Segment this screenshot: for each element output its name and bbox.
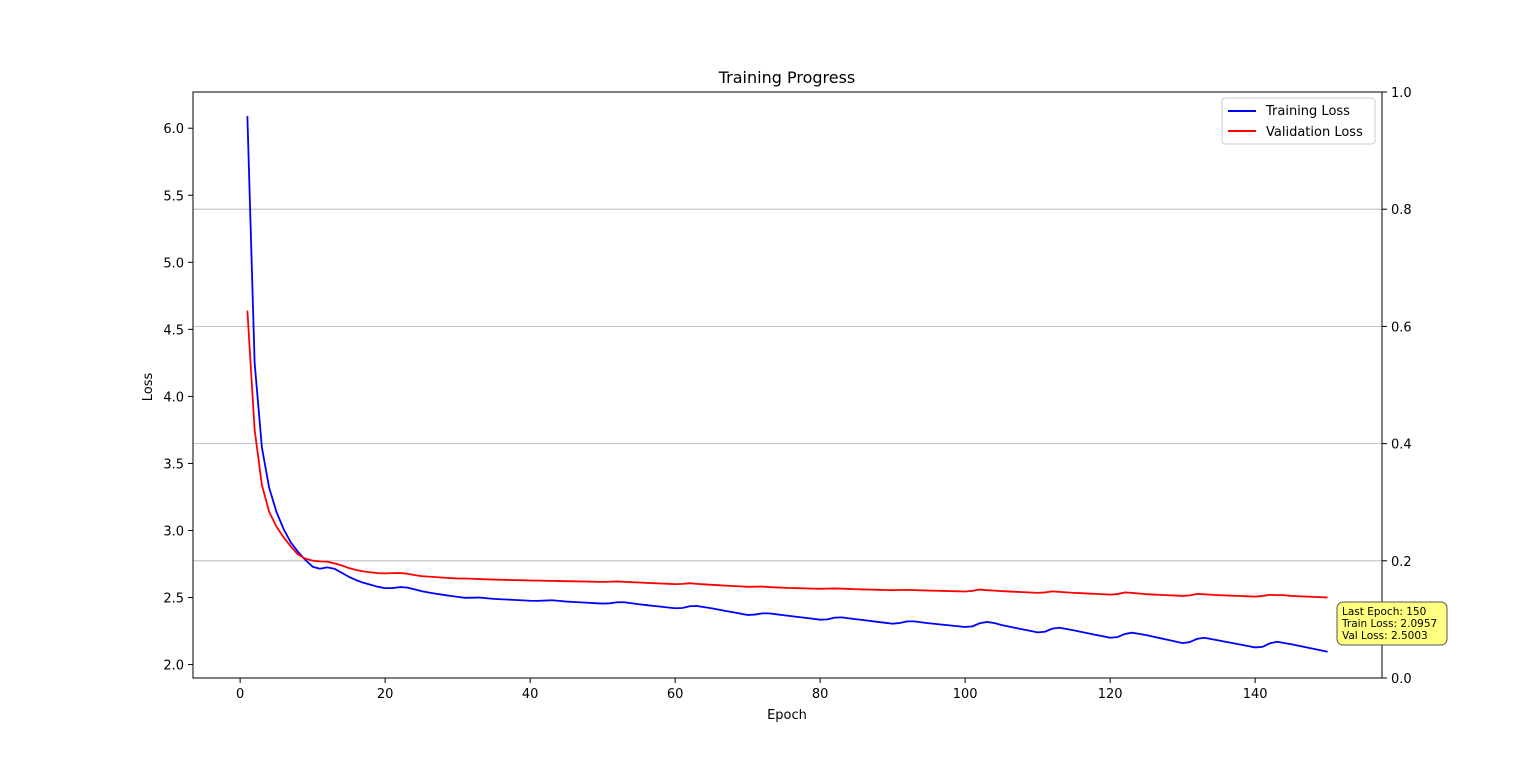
x-tick-label: 60 (667, 687, 684, 702)
y-tick-label: 5.0 (163, 256, 184, 271)
y-tick-label: 2.5 (163, 592, 184, 607)
y-tick-label: 6.0 (163, 122, 184, 137)
y2-tick-label: 0.2 (1391, 555, 1412, 570)
x-tick-label: 120 (1098, 687, 1123, 702)
x-tick-label: 100 (953, 687, 978, 702)
y-tick-label: 4.5 (163, 323, 184, 338)
annotation-box (1336, 601, 1448, 646)
plot-area-frame (192, 91, 1383, 679)
y2-tick-label: 0.6 (1391, 320, 1412, 335)
x-tick-label: 40 (522, 687, 539, 702)
right-axis-gridlines (193, 208, 1382, 562)
y-tick-label: 3.0 (163, 524, 184, 539)
y-tick-label: 3.5 (163, 457, 184, 472)
annotation-val-loss: Val Loss: 2.5003 (1342, 630, 1428, 642)
y2-tick-label: 0.8 (1391, 203, 1412, 218)
y-axis-left: 2.0 2.5 3.0 3.5 4.0 4.5 5.0 5.5 6.0 (163, 122, 193, 674)
series-line-training-loss (246, 116, 1328, 653)
annotation-train-loss: Train Loss: 2.0957 (1341, 618, 1437, 630)
x-tick-label: 80 (812, 687, 829, 702)
y-tick-label: 4.0 (163, 390, 184, 405)
x-axis: 0 20 40 60 80 100 120 140 (236, 678, 1268, 702)
y-tick-label: 5.5 (163, 189, 184, 204)
y-axis-right: 0.0 0.2 0.4 0.6 0.8 1.0 (1382, 86, 1412, 687)
annotation-last-epoch: Last Epoch: 150 (1342, 606, 1426, 618)
legend: Training Loss Validation Loss (1221, 97, 1376, 145)
chart-title: Training Progress (718, 68, 856, 87)
y-tick-label: 2.0 (163, 659, 184, 674)
series-line-validation-loss (246, 310, 1328, 599)
series-lines (246, 116, 1328, 653)
y2-tick-label: 0.0 (1391, 672, 1412, 687)
y-axis-label: Loss (141, 373, 156, 402)
legend-label-training-loss: Training Loss (1265, 104, 1350, 119)
x-tick-label: 20 (377, 687, 394, 702)
x-axis-label: Epoch (767, 708, 807, 723)
y2-tick-label: 0.4 (1391, 438, 1412, 453)
x-tick-label: 0 (236, 687, 244, 702)
legend-label-validation-loss: Validation Loss (1266, 125, 1363, 140)
legend-box (1221, 97, 1376, 145)
y2-tick-label: 1.0 (1391, 86, 1412, 101)
last-epoch-annotation: Last Epoch: 150 Train Loss: 2.0957 Val L… (1336, 601, 1448, 646)
x-tick-label: 140 (1243, 687, 1268, 702)
